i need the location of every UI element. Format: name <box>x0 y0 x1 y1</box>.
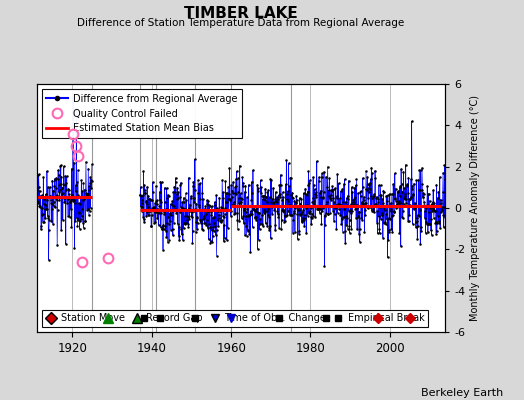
Y-axis label: Monthly Temperature Anomaly Difference (°C): Monthly Temperature Anomaly Difference (… <box>470 95 479 321</box>
Text: TIMBER LAKE: TIMBER LAKE <box>184 6 298 21</box>
Text: Difference of Station Temperature Data from Regional Average: Difference of Station Temperature Data f… <box>78 18 405 28</box>
Legend: Station Move, Record Gap, Time of Obs. Change, Empirical Break: Station Move, Record Gap, Time of Obs. C… <box>41 310 428 327</box>
Text: Berkeley Earth: Berkeley Earth <box>421 388 503 398</box>
